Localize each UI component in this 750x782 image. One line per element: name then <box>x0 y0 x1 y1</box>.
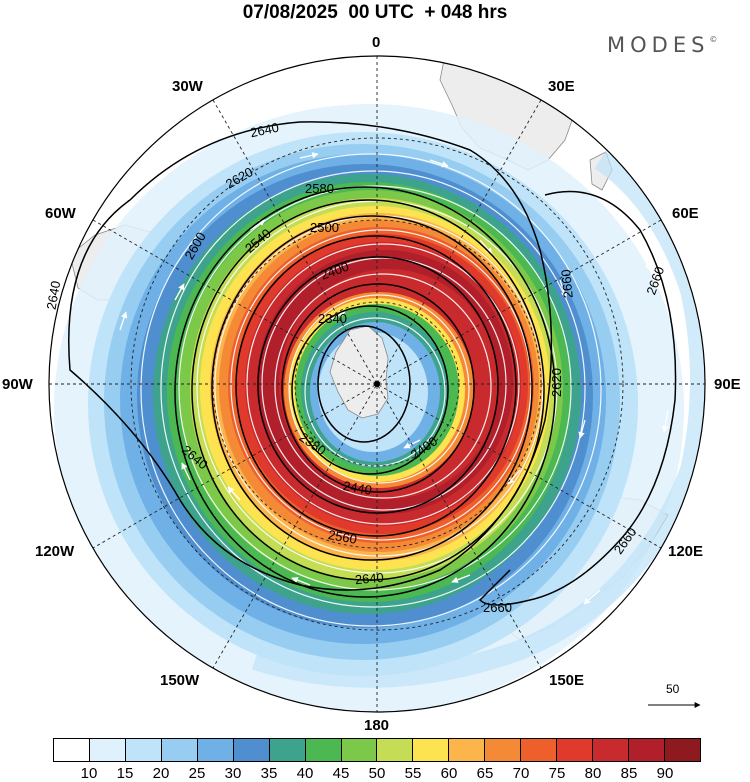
colorbar-label: 75 <box>548 765 566 782</box>
outer-jet-ribbon <box>251 151 705 688</box>
colorbar-swatch <box>341 739 378 761</box>
colorbar-swatch <box>233 739 270 761</box>
geopotential-contours <box>68 121 677 606</box>
lon-label-0: 0 <box>372 34 381 51</box>
contour-label: 2440 <box>342 478 373 498</box>
lon-label-60e: 60E <box>672 205 699 222</box>
scale-label: 50 <box>666 682 680 696</box>
colorbar-label: 70 <box>512 765 530 782</box>
colorbar-label: 65 <box>476 765 494 782</box>
colorbar-label: 85 <box>620 765 638 782</box>
brand-name: MODES <box>607 33 710 57</box>
colorbar-swatch <box>125 739 162 761</box>
lon-label-120w: 120W <box>35 543 75 560</box>
colorbar-label: 25 <box>188 765 206 782</box>
lon-label-30e: 30E <box>548 78 575 95</box>
colorbar-label: 15 <box>116 765 134 782</box>
colorbar-label: 60 <box>440 765 458 782</box>
south-pole-dot <box>374 381 380 387</box>
contour-label: 2560 <box>327 527 358 547</box>
lon-label-90w: 90W <box>2 376 33 393</box>
contour-label: 2640 <box>249 120 280 141</box>
contour-label: 2580 <box>305 181 334 196</box>
contour-label: 2640 <box>354 570 384 587</box>
colorbar-swatch <box>557 739 594 761</box>
map-title: 07/08/2025 00 UTC + 048 hrs <box>242 2 508 23</box>
contour-label: 2620 <box>549 368 564 397</box>
graticule <box>49 56 705 712</box>
contour-label: 2660 <box>483 600 512 615</box>
colorbar-swatch <box>377 739 414 761</box>
lon-label-180: 180 <box>364 717 390 734</box>
lon-label-150e: 150E <box>549 672 585 689</box>
streamline-arrows <box>119 152 669 605</box>
colorbar-swatch <box>485 739 522 761</box>
colorbar-label: 55 <box>404 765 422 782</box>
lon-label-30w: 30W <box>172 78 203 95</box>
colorbar-label: 80 <box>584 765 602 782</box>
colorbar-swatch <box>161 739 198 761</box>
lon-label-60w: 60W <box>45 205 76 222</box>
contour-label: 2340 <box>318 311 347 326</box>
colorbar-swatch <box>54 739 90 761</box>
lon-label-120e: 120E <box>668 543 704 560</box>
colorbar-swatch <box>269 739 306 761</box>
colorbar-swatch <box>593 739 629 761</box>
brand-logo: MODES© <box>607 33 717 57</box>
brand-mark: © <box>709 35 718 44</box>
colorbar-swatch <box>629 739 665 761</box>
colorbar-label: 50 <box>368 765 386 782</box>
colorbar-swatch <box>305 739 342 761</box>
colorbar-swatch <box>521 739 558 761</box>
globe-border <box>48 55 706 713</box>
colorbar-label: 30 <box>224 765 242 782</box>
colorbar-label: 10 <box>80 765 98 782</box>
colorbar-label: 40 <box>296 765 314 782</box>
colorbar <box>53 738 701 762</box>
colorbar-label: 20 <box>152 765 170 782</box>
contour-label: 2500 <box>310 220 339 235</box>
colorbar-swatch <box>664 739 700 761</box>
colorbar-label: 90 <box>656 765 674 782</box>
colorbar-label: 35 <box>260 765 278 782</box>
lon-label-150w: 150W <box>160 672 200 689</box>
colorbar-swatch <box>89 739 126 761</box>
colorbar-label: 45 <box>332 765 350 782</box>
contour-label: 2640 <box>44 280 64 311</box>
colorbar-swatch <box>413 739 450 761</box>
colorbar-swatch <box>449 739 486 761</box>
colorbar-swatch <box>197 739 234 761</box>
contour-label: 2660 <box>558 269 575 299</box>
lon-label-90e: 90E <box>714 376 741 393</box>
